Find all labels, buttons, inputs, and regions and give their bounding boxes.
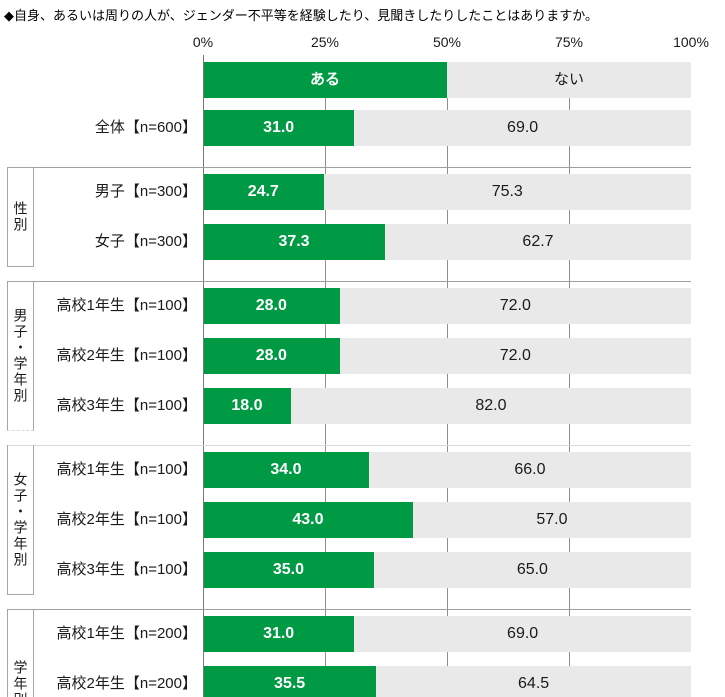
bar-segment-nai: 72.0 xyxy=(339,288,691,324)
gridline-tick xyxy=(325,210,326,224)
row-label: 女子【n=300】 xyxy=(94,233,197,250)
x-axis-tick-label: 25% xyxy=(310,34,340,50)
x-axis-tick-label: 0% xyxy=(192,34,214,50)
gridline-tick xyxy=(447,488,448,502)
gridline-tick xyxy=(325,424,326,452)
bar-segment-aru: 35.5 xyxy=(203,666,377,697)
legend-item-aru: ある xyxy=(203,62,447,98)
gridline-tick xyxy=(325,260,326,288)
gridline-tick xyxy=(569,588,570,616)
group-separator-dashed xyxy=(8,445,691,446)
x-axis-tick-label: 75% xyxy=(554,34,584,50)
bar-segment-aru: 31.0 xyxy=(203,110,355,146)
bar-segment-nai: 66.0 xyxy=(368,452,691,488)
row-label: 高校1年生【n=200】 xyxy=(56,625,197,642)
group-label: 女子・学年別 xyxy=(12,471,29,568)
gridline-tick xyxy=(569,260,570,288)
bar-segment-nai: 69.0 xyxy=(354,616,691,652)
row-label: 男子【n=300】 xyxy=(94,183,197,200)
gridline-tick xyxy=(569,324,570,338)
bar-segment-nai: 72.0 xyxy=(339,338,691,374)
legend-item-nai: ない xyxy=(447,62,691,98)
row-label: 高校1年生【n=100】 xyxy=(56,297,197,314)
x-axis-tick-label: 100% xyxy=(673,34,709,50)
gridline-tick xyxy=(447,538,448,552)
row-label: 高校2年生【n=100】 xyxy=(56,347,197,364)
group-label: 学年別 xyxy=(12,660,29,697)
row-label: 高校1年生【n=100】 xyxy=(56,461,197,478)
bar-segment-aru: 37.3 xyxy=(203,224,386,260)
bar-segment-nai: 65.0 xyxy=(373,552,691,588)
gridline-tick xyxy=(447,652,448,666)
bar-segment-nai: 82.0 xyxy=(290,388,691,424)
gridline-tick xyxy=(447,324,448,338)
bar-segment-aru: 28.0 xyxy=(203,288,340,324)
gridline-tick xyxy=(569,488,570,502)
x-axis-tick-label: 50% xyxy=(432,34,462,50)
group-separator xyxy=(8,167,691,168)
bar-segment-aru: 35.0 xyxy=(203,552,374,588)
gridline-tick xyxy=(325,374,326,388)
bar-segment-nai: 69.0 xyxy=(354,110,691,146)
row-label: 高校2年生【n=200】 xyxy=(56,675,197,692)
gridline-tick xyxy=(325,98,326,110)
group-label: 男子・学年別 xyxy=(12,308,29,404)
chart-title: ◆自身、あるいは周りの人が、ジェンダー不平等を経験したり、見聞きしたりしたことは… xyxy=(4,8,598,23)
gridline-tick xyxy=(325,488,326,502)
gridline-tick xyxy=(325,324,326,338)
gridline-tick xyxy=(325,588,326,616)
gridline-tick xyxy=(569,538,570,552)
group-label-box: 男子・学年別 xyxy=(7,281,34,431)
gridline-tick xyxy=(569,374,570,388)
gridline-tick xyxy=(447,588,448,616)
gridline-tick xyxy=(447,374,448,388)
gridline-tick xyxy=(325,652,326,666)
group-label-box: 女子・学年別 xyxy=(7,445,34,595)
bar-segment-nai: 57.0 xyxy=(412,502,691,538)
gridline-tick xyxy=(569,210,570,224)
row-label: 高校2年生【n=100】 xyxy=(56,511,197,528)
bar-segment-aru: 24.7 xyxy=(203,174,324,210)
bar-segment-aru: 31.0 xyxy=(203,616,355,652)
row-label: 全体【n=600】 xyxy=(94,119,197,136)
row-label: 高校3年生【n=100】 xyxy=(56,561,197,578)
gridline-tick xyxy=(325,538,326,552)
gridline-tick xyxy=(447,98,448,110)
group-separator xyxy=(8,609,691,610)
gridline-tick xyxy=(447,210,448,224)
gridline-tick xyxy=(569,424,570,452)
bar-segment-aru: 34.0 xyxy=(203,452,369,488)
gridline-tick xyxy=(447,424,448,452)
group-label: 性別 xyxy=(12,201,29,233)
gridline-tick xyxy=(325,146,326,174)
y-axis-line xyxy=(203,55,204,697)
bar-segment-nai: 64.5 xyxy=(376,666,691,697)
gridline-tick xyxy=(447,146,448,174)
gridline-tick xyxy=(569,98,570,110)
group-separator xyxy=(8,281,691,282)
group-label-box: 学年別 xyxy=(7,609,34,697)
gridline-tick xyxy=(569,146,570,174)
bar-segment-aru: 18.0 xyxy=(203,388,291,424)
gridline-tick xyxy=(447,260,448,288)
group-label-box: 性別 xyxy=(7,167,34,267)
bar-segment-aru: 43.0 xyxy=(203,502,413,538)
row-label: 高校3年生【n=100】 xyxy=(56,397,197,414)
bar-segment-aru: 28.0 xyxy=(203,338,340,374)
gridline-tick xyxy=(569,652,570,666)
bar-segment-nai: 62.7 xyxy=(385,224,691,260)
bar-segment-nai: 75.3 xyxy=(323,174,691,210)
